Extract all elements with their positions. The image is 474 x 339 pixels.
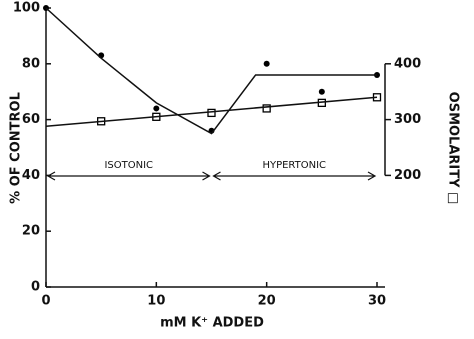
line	[45, 7, 377, 135]
line	[45, 96, 378, 128]
y2-axis-label: OSMOLARITY □	[446, 92, 461, 205]
dot-marker	[318, 88, 325, 95]
y2-tick-label: 300	[394, 112, 421, 127]
y-axis-label: % OF CONTROL	[9, 92, 24, 204]
x-tick-label: 30	[368, 294, 386, 309]
x-tick-label: 10	[147, 294, 165, 309]
square-marker	[207, 108, 216, 118]
range-arrow	[46, 171, 211, 181]
x-tick-label: 0	[41, 294, 50, 309]
square-marker	[262, 104, 271, 113]
y-tick-label: 100	[13, 1, 40, 16]
x-tick-label: 20	[258, 294, 276, 309]
dot-marker	[263, 60, 270, 67]
y-tick-label: 0	[31, 280, 40, 295]
y-tick-label: 60	[22, 112, 40, 127]
y-tick-label: 20	[22, 224, 40, 239]
x-axis-label: mM K⁺ ADDED	[160, 316, 264, 331]
range-arrow	[212, 171, 377, 181]
y-tick-label: 40	[22, 168, 40, 183]
range-label: ISOTONIC	[104, 160, 153, 171]
y-tick-label: 80	[22, 56, 40, 71]
dot-marker	[153, 105, 160, 112]
range-label: HYPERTONIC	[262, 160, 326, 171]
y2-tick-label: 200	[394, 168, 421, 183]
y2-tick-label: 400	[394, 56, 421, 71]
